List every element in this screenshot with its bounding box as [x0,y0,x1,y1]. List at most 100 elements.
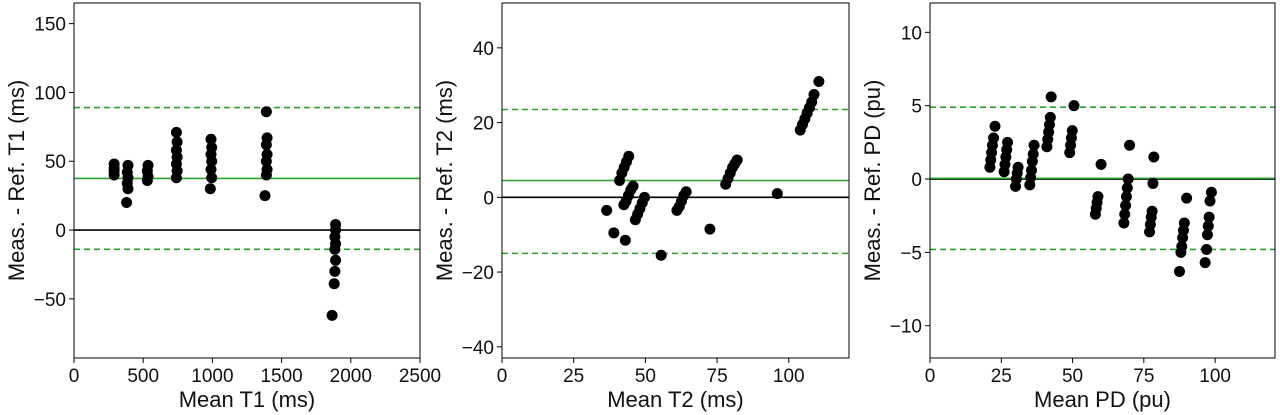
x-tick-label: 500 [127,366,159,387]
x-tick-label: 0 [497,366,508,387]
plot-frame [73,2,421,359]
data-point [808,89,820,101]
y-tick-label: 20 [473,114,494,135]
data-point [1147,177,1159,189]
data-point [122,183,134,195]
y-tick-label: 0 [55,221,66,242]
x-tick-label: 75 [707,366,728,387]
data-point [1178,217,1190,229]
data-point [1199,257,1211,269]
plot-frame [501,2,850,359]
data-point [608,227,620,239]
data-point [1118,217,1130,229]
x-tick-label: 75 [1133,366,1154,387]
data-point [1066,125,1078,137]
data-point [731,154,743,166]
data-point [1068,100,1080,112]
y-tick-label: −40 [462,338,494,359]
data-point [1124,139,1136,151]
data-point [1120,191,1132,203]
data-point [988,132,1000,144]
data-point [1027,148,1039,160]
x-tick-label: 0 [925,366,936,387]
data-point [1148,151,1160,163]
data-point [329,243,341,255]
x-tick-label: 100 [1199,366,1231,387]
data-point [259,190,271,202]
y-tick-label: 100 [34,83,66,104]
y-axis-label: Meas. - Ref. T1 (ms) [4,80,29,281]
data-point [260,169,272,181]
data-point [205,133,217,145]
data-point [1201,243,1213,255]
data-point [1044,111,1056,123]
x-tick-label: 50 [635,366,656,387]
data-point [1002,136,1014,148]
data-point [1028,139,1040,151]
x-tick-label: 25 [563,366,584,387]
y-tick-label: −20 [462,263,494,284]
data-point [205,163,217,175]
data-point [204,183,216,195]
data-point [627,180,639,192]
y-tick-label: 150 [34,15,66,36]
y-axis-label: Meas. - Ref. PD (pu) [860,80,885,282]
data-point [170,126,182,138]
data-point [1121,182,1133,194]
y-tick-label: 5 [911,97,922,118]
y-tick-label: 10 [901,23,922,44]
data-point [771,188,783,200]
data-point [1176,241,1188,253]
x-tick-label: 25 [991,366,1012,387]
data-point [1092,191,1104,203]
data-point [328,278,340,290]
panel-pd: 0 25 50 75 100 −10 −5 0 5 10 Mean PD (pu) Meas. - R… [860,2,1276,412]
x-tick-label: 100 [773,366,805,387]
data-point [1205,186,1217,198]
data-point [1173,265,1185,277]
data-point [1119,208,1131,220]
data-point [704,223,716,235]
x-tick-label: 2000 [330,366,372,387]
data-point [1026,164,1038,176]
x-tick-label: 50 [1062,366,1083,387]
data-point [680,186,692,198]
data-point [1203,211,1215,223]
data-point [108,169,120,181]
data-point [121,197,133,209]
data-point [329,265,341,277]
y-axis-label: Meas. - Ref. T2 (ms) [432,80,457,281]
data-point [1204,195,1216,207]
x-axis-label: Mean T1 (ms) [179,387,316,412]
y-tick-label: 0 [483,188,494,209]
data-point [330,254,342,266]
data-point [639,191,651,203]
y-tick-label: −10 [890,317,922,338]
data-point [989,120,1001,132]
x-axis-label: Mean PD (pu) [1034,387,1171,412]
data-point [170,172,182,184]
panel-t1: 0 500 1000 1500 2000 2500 −50 0 50 100 150 Mean T1 … [4,2,441,412]
data-point [1202,220,1214,232]
y-tick-label: 0 [911,170,922,191]
y-tick-label: −50 [34,290,66,311]
data-point [1012,161,1024,173]
data-point [171,136,183,148]
data-point [1120,199,1132,211]
data-point [1201,229,1213,241]
x-axis-label: Mean T2 (ms) [607,387,744,412]
x-tick-label: 2500 [399,366,441,387]
data-point [619,234,631,246]
data-point [260,106,272,118]
data-point [655,249,667,261]
y-tick-label: 40 [473,39,494,60]
data-point [1181,192,1193,204]
y-tick-label: −5 [900,243,922,264]
data-point [1146,205,1158,217]
data-point [1095,158,1107,170]
data-point [260,155,272,167]
plot-frame [929,2,1276,359]
x-tick-label: 1000 [191,366,233,387]
data-point [1045,91,1057,103]
